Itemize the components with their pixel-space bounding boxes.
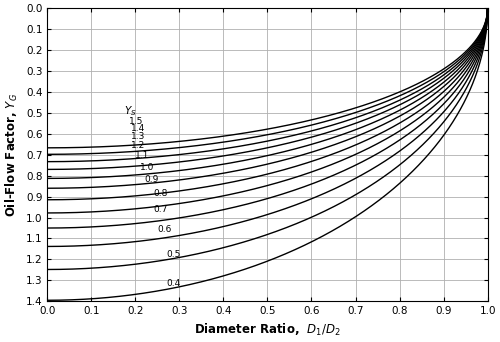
Text: 1.0: 1.0: [140, 163, 154, 172]
Text: 0.6: 0.6: [158, 225, 172, 234]
Text: 0.4: 0.4: [166, 279, 180, 288]
Y-axis label: Oil-Flow Factor, $Y_G$: Oil-Flow Factor, $Y_G$: [4, 93, 20, 217]
Text: 0.5: 0.5: [166, 250, 180, 259]
X-axis label: Diameter Ratio,  $D_1/D_2$: Diameter Ratio, $D_1/D_2$: [194, 322, 341, 338]
Text: $Y_S$: $Y_S$: [124, 104, 137, 118]
Text: 1.2: 1.2: [131, 141, 145, 150]
Text: 1.1: 1.1: [136, 151, 149, 160]
Text: 1.5: 1.5: [129, 117, 143, 126]
Text: 1.3: 1.3: [131, 132, 146, 142]
Text: 0.9: 0.9: [144, 175, 158, 184]
Text: 0.8: 0.8: [153, 189, 168, 198]
Text: 0.7: 0.7: [153, 205, 168, 214]
Text: 1.4: 1.4: [131, 124, 145, 133]
